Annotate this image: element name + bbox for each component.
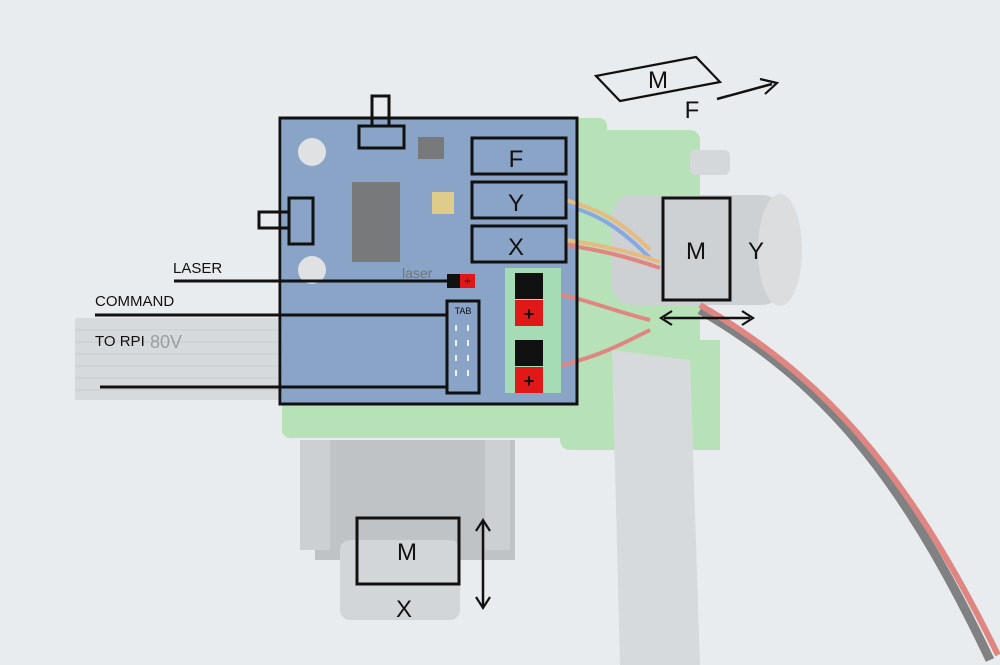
motor-y-label: M — [686, 238, 706, 265]
motor-y-box — [661, 196, 732, 302]
laser-label: LASER — [173, 260, 222, 277]
power-plus-top-block — [515, 300, 543, 326]
tab-label: TAB — [455, 306, 472, 316]
black-cable — [697, 306, 995, 662]
motor-x: M X — [355, 516, 491, 623]
y-motor-end — [758, 194, 802, 306]
x-motor-body — [340, 540, 460, 620]
power-terminal-bottom: - + — [515, 340, 543, 393]
power-minus-bottom-sign: - — [526, 343, 532, 363]
x-rod-right — [485, 440, 510, 550]
motor-f-axis-label: F — [685, 97, 700, 124]
laser-minus-sign: - — [452, 274, 456, 288]
to-rpi-label: TO RPI — [95, 333, 145, 350]
power-minus-bottom-block — [515, 340, 543, 366]
motor-x-box — [355, 516, 461, 586]
connector-x-label: X — [508, 234, 524, 261]
motor-x-arrow-head-top — [475, 517, 491, 532]
annotations: F Y X LASER - + COMMAND TO RPI TAB — [95, 55, 780, 623]
connector-y: Y — [470, 180, 568, 220]
command-label: COMMAND — [95, 293, 174, 310]
power-plus-bottom-block — [515, 367, 543, 393]
power-minus-top-block — [515, 273, 543, 299]
driver-chip — [352, 182, 400, 262]
ribbon-print-1: 80V — [150, 332, 182, 352]
power-plus-bottom-sign: + — [524, 371, 535, 391]
regulator — [418, 137, 444, 159]
motor-y-axis-label: Y — [748, 238, 764, 265]
laser-plus-sign: + — [464, 274, 471, 288]
laser-minus-block — [447, 274, 460, 288]
power-plus-top-sign: + — [524, 304, 535, 324]
silk-laser: laser — [402, 265, 433, 281]
motor-f: M F — [593, 55, 780, 124]
motor-f-label: M — [648, 67, 668, 94]
motor-x-label: M — [397, 539, 417, 566]
tab-pins — [455, 325, 469, 376]
motor-y: M Y — [658, 196, 764, 326]
tab-connector-box — [445, 299, 481, 395]
motor-y-arrow-head-right — [741, 310, 756, 326]
switch-top-lever — [370, 94, 391, 128]
motor-f-arrow-shaft — [716, 82, 773, 101]
pcb-hole-bottom — [298, 256, 326, 284]
ribbon-cable-right — [612, 350, 700, 665]
y-motor-body — [612, 195, 782, 305]
connector-y-label: Y — [508, 190, 524, 217]
connector-f-label: F — [509, 146, 524, 173]
connector-f-box — [470, 136, 568, 176]
capacitor — [432, 192, 454, 214]
red-cable — [698, 302, 1000, 657]
screw-top-right — [690, 150, 730, 175]
motor-x-axis-label: X — [396, 596, 412, 623]
connector-y-box — [470, 180, 568, 220]
pcb-hole-top — [298, 138, 326, 166]
pcb-outline — [278, 116, 579, 406]
connector-x-box — [470, 224, 568, 264]
connector-x: X — [470, 224, 568, 264]
laser-plus-block — [460, 274, 475, 288]
motor-f-arrow-head — [759, 77, 780, 95]
motor-f-shape — [593, 55, 723, 103]
power-terminal-top: - + — [515, 273, 543, 326]
switch-left-lever — [257, 210, 291, 230]
motor-y-arrow-head-left — [658, 310, 673, 326]
motor-x-arrow-head-bottom — [475, 596, 491, 611]
x-rod-left — [300, 440, 330, 550]
connector-f: F — [470, 136, 568, 176]
power-minus-top-sign: - — [526, 276, 532, 296]
